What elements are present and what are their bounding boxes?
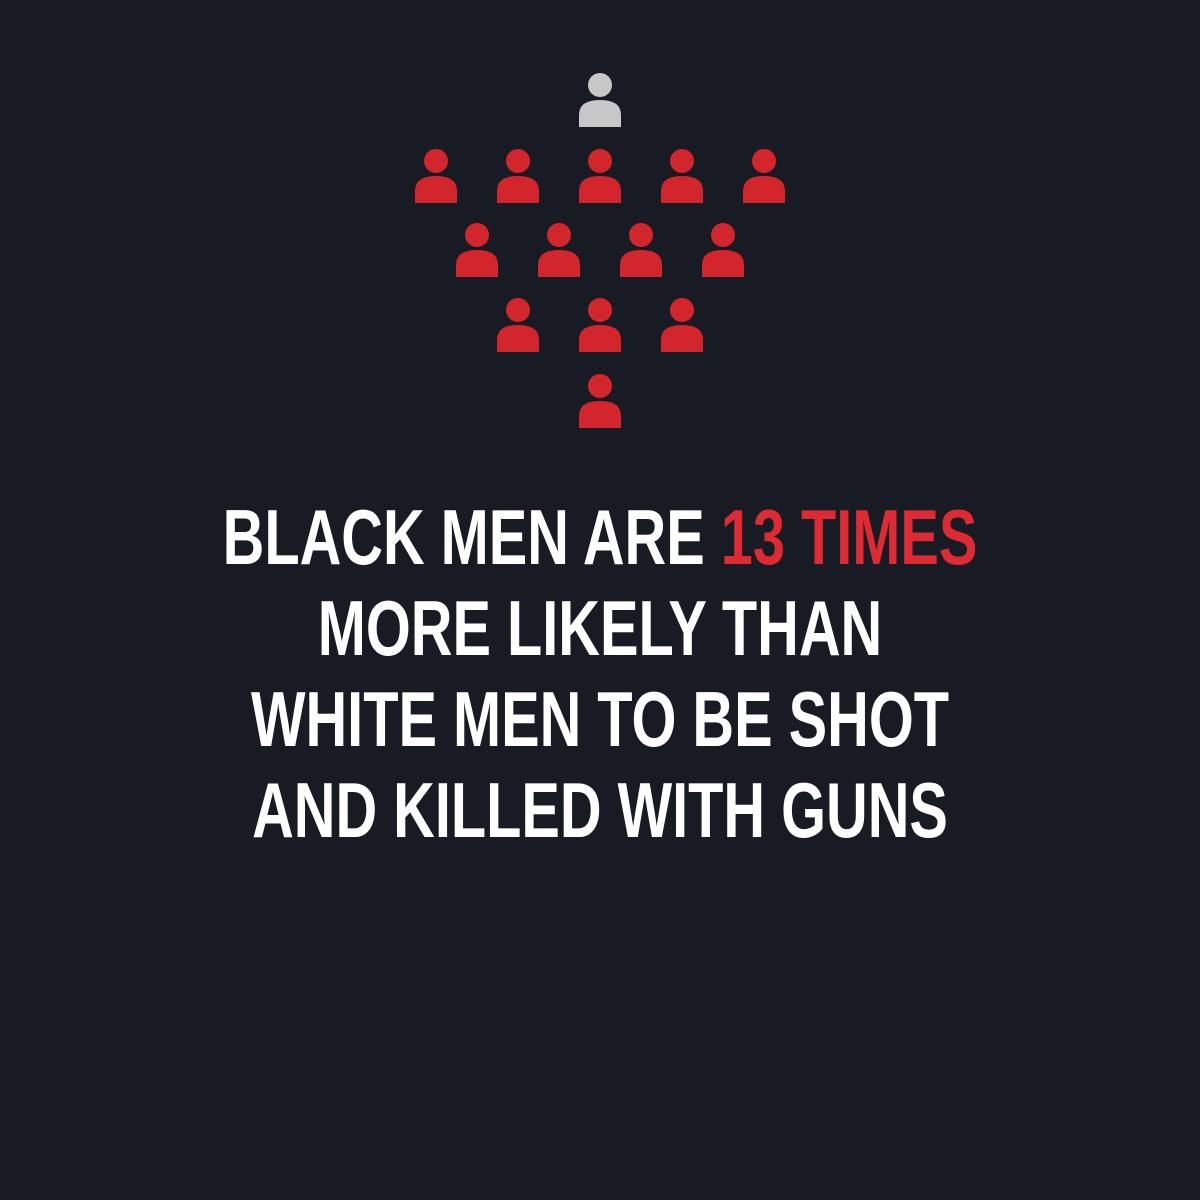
black-man-person-icon — [617, 222, 665, 278]
person-pictograph — [0, 0, 1200, 460]
black-man-person-icon — [576, 297, 624, 353]
headline-highlight: 13 TIMES — [720, 493, 978, 581]
black-man-person-icon — [740, 148, 788, 204]
black-man-person-icon — [494, 297, 542, 353]
headline-line-4: AND KILLED WITH GUNS — [252, 766, 948, 854]
black-man-person-icon — [658, 297, 706, 353]
headline-line-1: BLACK MEN ARE 13 TIMES — [156, 492, 1044, 583]
black-man-person-icon — [494, 148, 542, 204]
black-man-person-icon — [576, 148, 624, 204]
headline-line-1-prefix: BLACK MEN ARE — [222, 493, 721, 581]
headline-line-2: MORE LIKELY THAN — [317, 584, 883, 672]
black-man-person-icon — [699, 222, 747, 278]
black-man-person-icon — [453, 222, 501, 278]
headline-line-3: WHITE MEN TO BE SHOT — [250, 675, 950, 763]
headline: BLACK MEN ARE 13 TIMES MORE LIKELY THAN … — [156, 492, 1044, 856]
black-man-person-icon — [576, 373, 624, 429]
black-man-person-icon — [535, 222, 583, 278]
black-man-person-icon — [658, 148, 706, 204]
white-man-person-icon — [576, 72, 624, 128]
black-man-person-icon — [412, 148, 460, 204]
